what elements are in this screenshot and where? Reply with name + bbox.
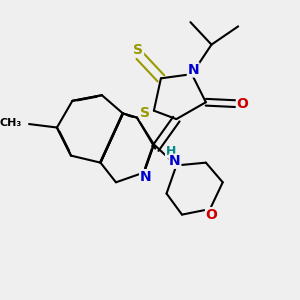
Text: O: O — [236, 97, 248, 111]
Text: O: O — [206, 208, 218, 222]
Text: N: N — [188, 63, 199, 77]
Text: S: S — [134, 43, 143, 57]
Text: N: N — [169, 154, 181, 168]
Text: N: N — [140, 170, 151, 184]
Text: CH₃: CH₃ — [0, 118, 22, 128]
Text: H: H — [166, 145, 176, 158]
Text: S: S — [140, 106, 151, 121]
